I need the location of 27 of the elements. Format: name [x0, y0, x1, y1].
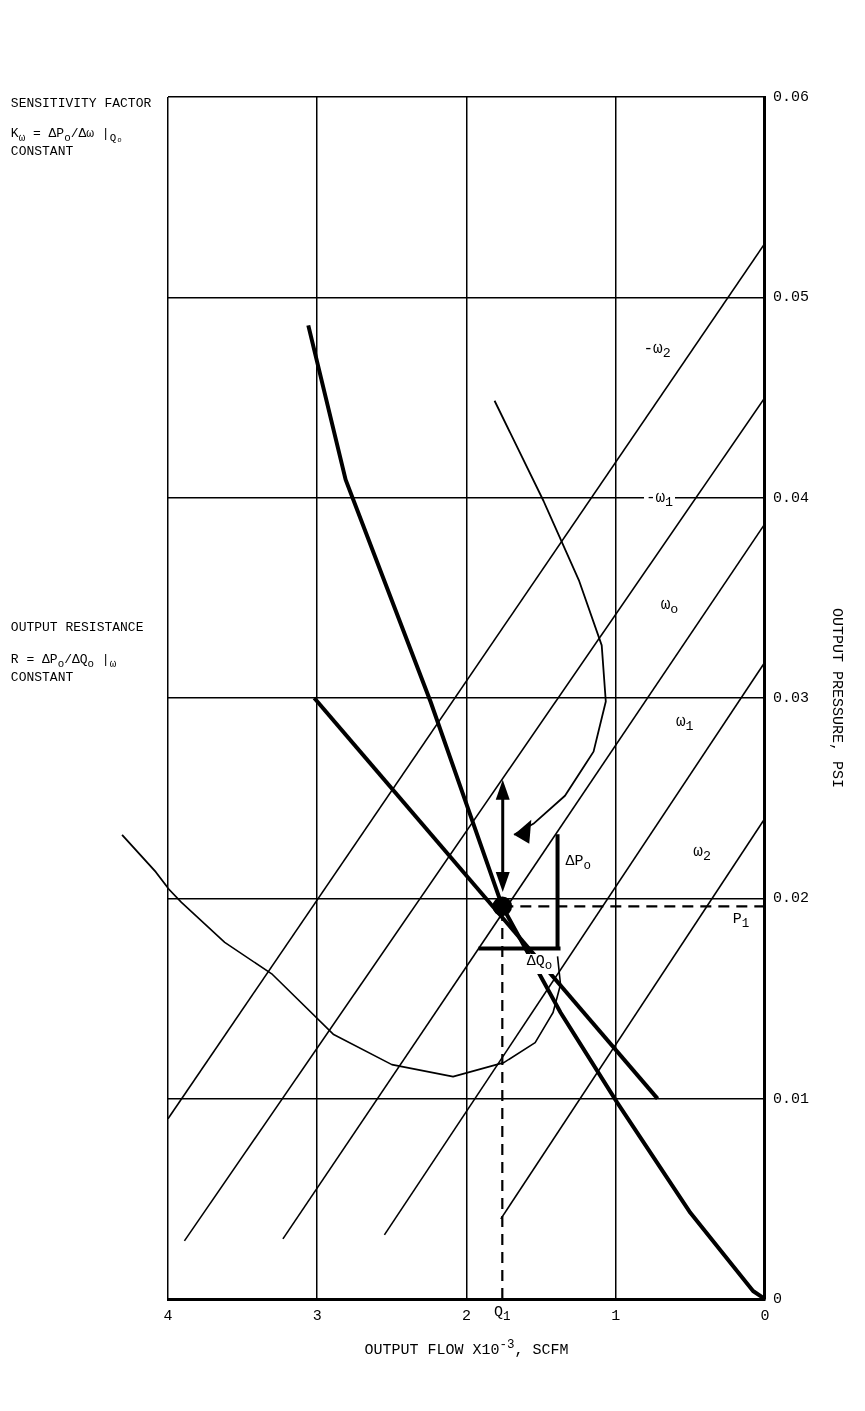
y-tick-label: 0.06 [772, 88, 810, 106]
x-tick-label: 0 [760, 1307, 770, 1325]
x-tick-label: 4 [163, 1307, 173, 1325]
text: SENSITIVITY FACTOR [10, 96, 153, 112]
series-label: -ω$_{2}$ [641, 339, 673, 362]
x-tick-label: 3 [312, 1307, 322, 1325]
x-tick-label: 2 [461, 1307, 471, 1325]
text: OUTPUT RESISTANCE [10, 620, 145, 636]
y-tick-label: 0.01 [772, 1090, 810, 1108]
y-tick-label: 0.05 [772, 289, 810, 307]
x-tick-label: 1 [611, 1307, 621, 1325]
text: K$_{ω}$ = ΔP$_{o}$/Δω |$_{Qₒ}$ CONSTANT [10, 126, 123, 159]
annotation: ΔQ$_{o}$ [524, 953, 555, 975]
x-axis-title: OUTPUT FLOW X10$^{-3}$, SCFM [364, 1338, 569, 1360]
series-label: ω$_{1}$ [673, 712, 696, 735]
y-axis-title: OUTPUT PRESSURE, PSI [827, 607, 845, 789]
annotation: P$_{1}$ [730, 911, 752, 933]
y-tick-label: 0.04 [772, 489, 810, 507]
y-tick-label: 0.03 [772, 689, 810, 707]
text: R = ΔP$_{o}$/ΔQ$_{o}$ |$_{ω}$ CONSTANT [10, 652, 117, 685]
series-label: -ω$_{1}$ [643, 489, 676, 511]
annotation: Q$_{1}$ [493, 1304, 512, 1325]
y-tick-label: 0.02 [772, 890, 810, 908]
series-label: ω$_{2}$ [691, 843, 713, 866]
series-label: ω$_{o}$ [658, 595, 681, 618]
y-tick-label: 0 [772, 1290, 783, 1308]
annotation: ΔP$_{o}$ [563, 853, 594, 874]
